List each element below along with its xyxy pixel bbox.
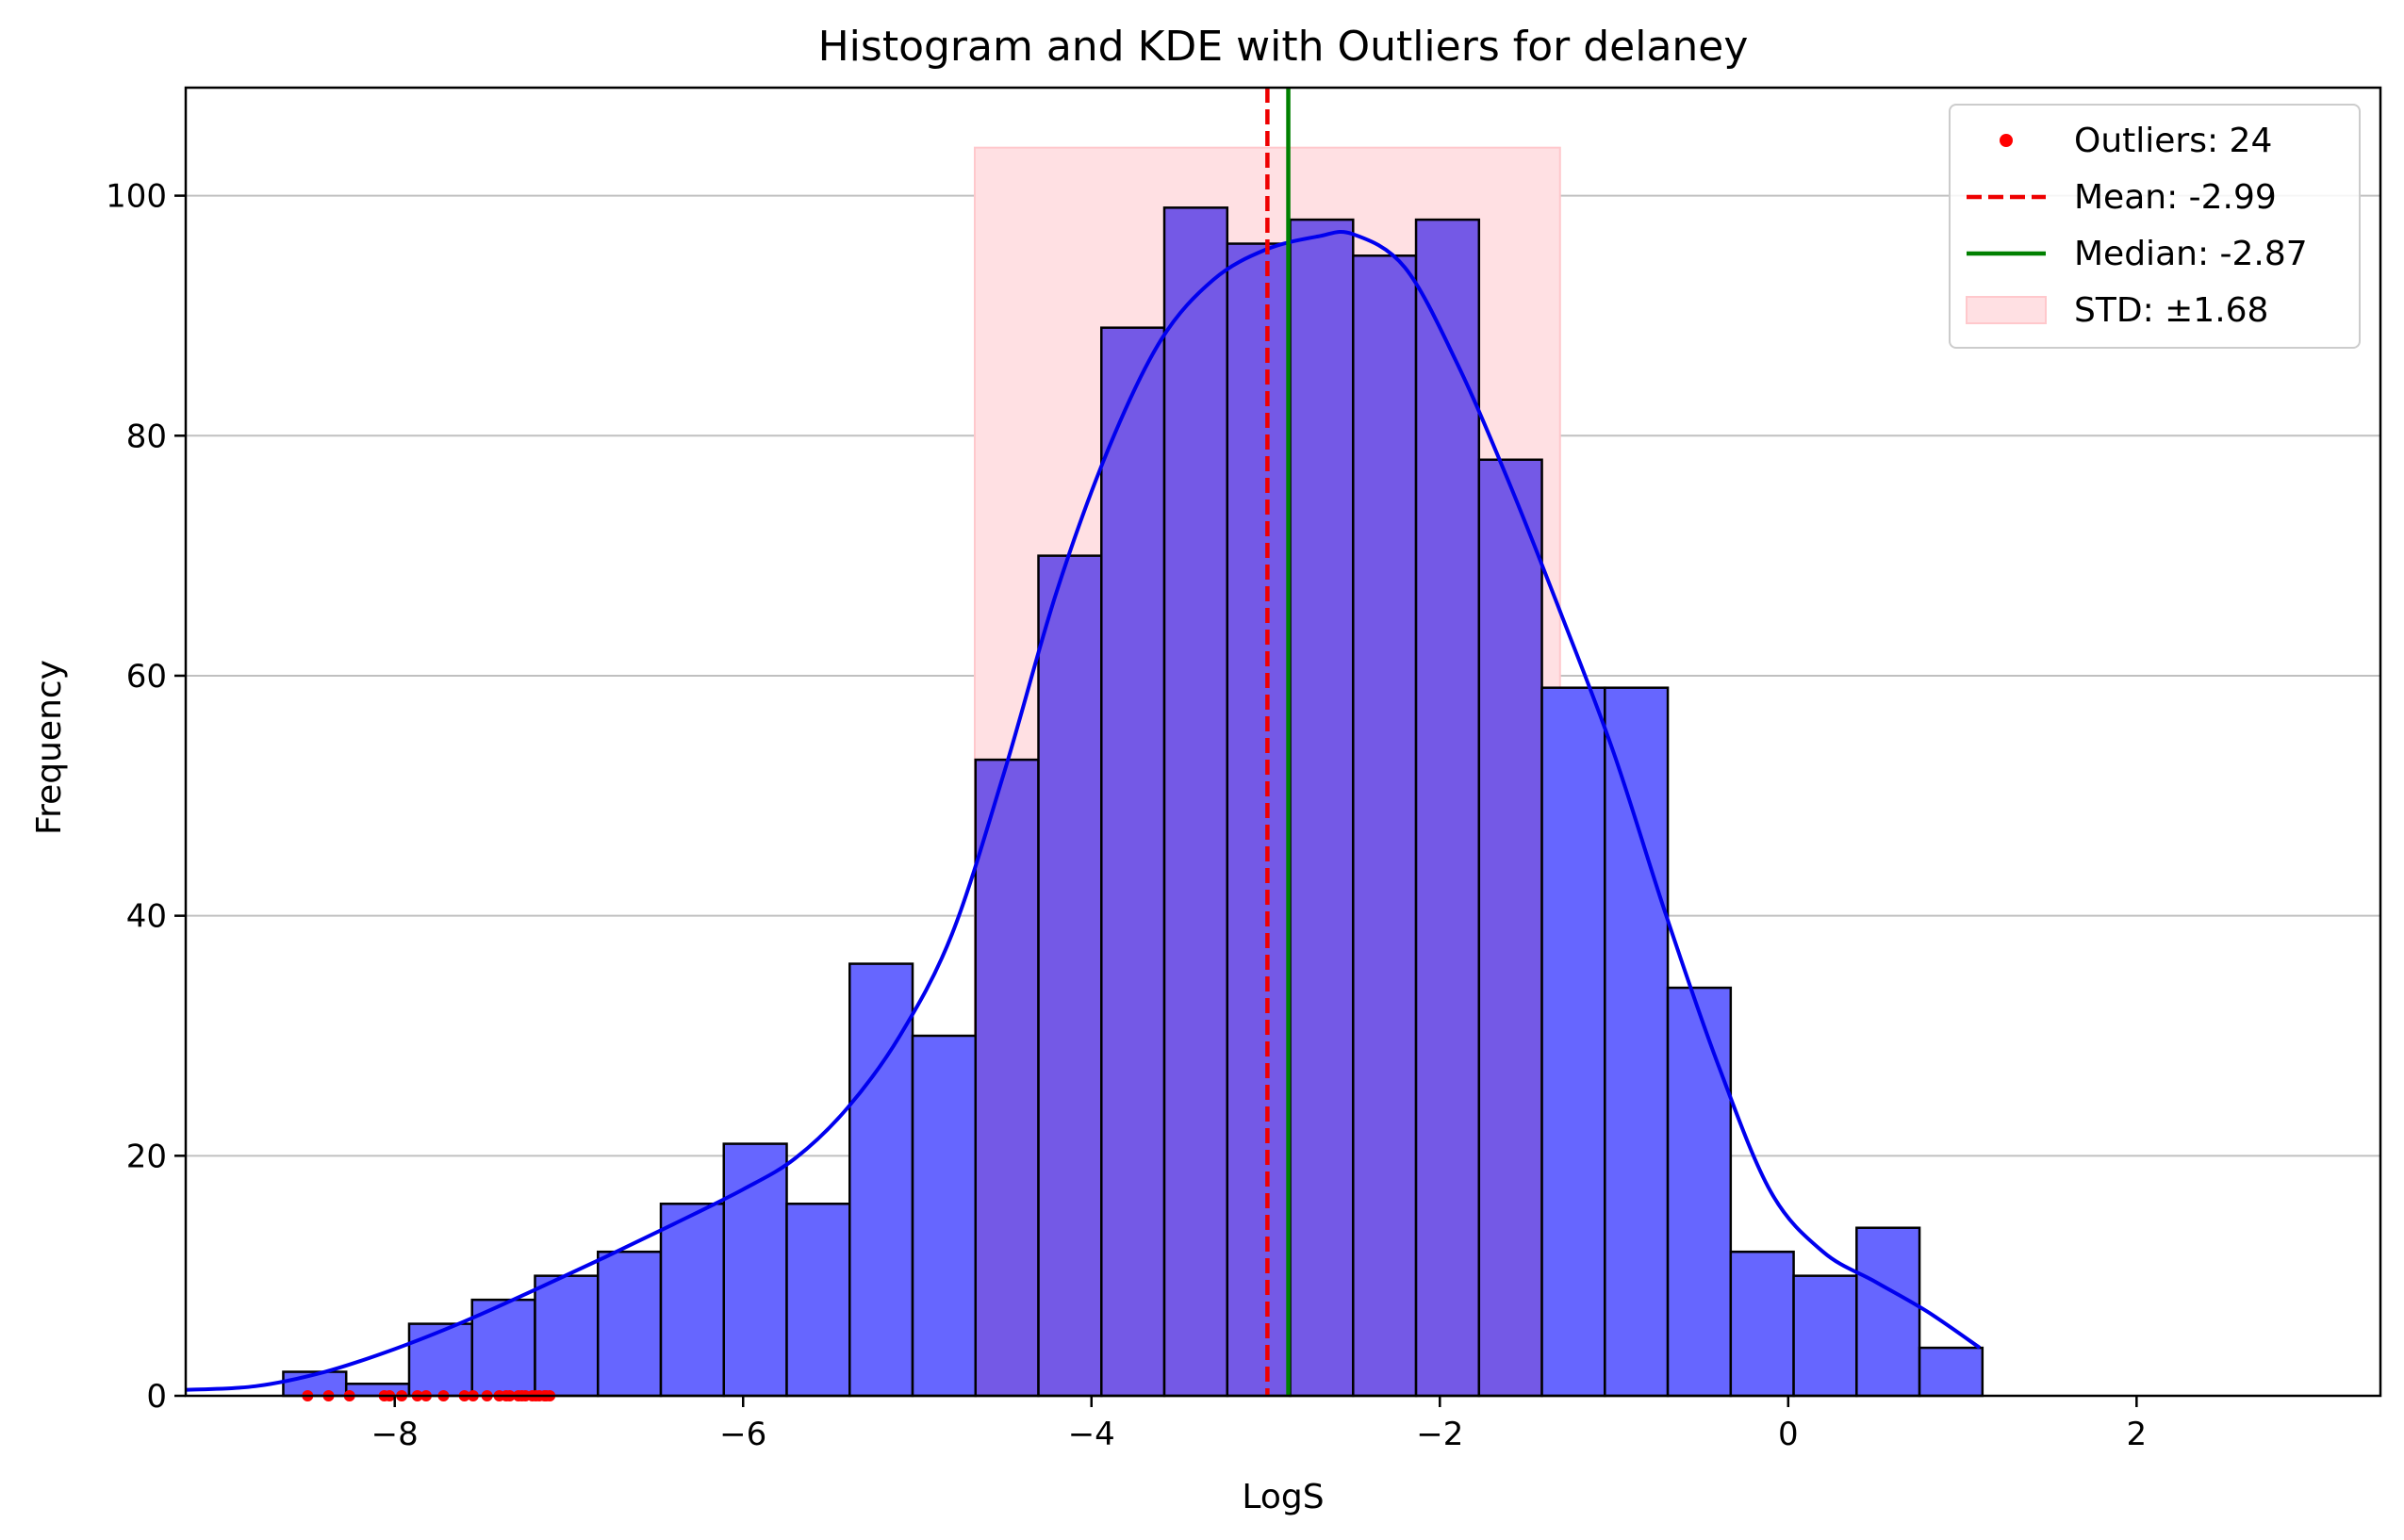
- histogram-bar: [1729, 1250, 1795, 1398]
- histogram-bar: [596, 1250, 663, 1398]
- histogram-bar: [848, 962, 914, 1398]
- histogram-bar: [407, 1322, 473, 1398]
- histogram-bar: [1100, 326, 1166, 1398]
- plot-frame: [184, 86, 2382, 1398]
- histogram-bar: [1540, 686, 1606, 1398]
- legend-label: Mean: -2.99: [2074, 178, 2277, 217]
- legend-box: [1949, 104, 2361, 349]
- histogram-bar: [1289, 218, 1355, 1398]
- histogram-bar: [911, 1034, 978, 1398]
- y-tick-label: 20: [126, 1138, 167, 1175]
- y-axis-ticks: 0 20 40 60 80 100: [106, 178, 186, 1416]
- x-tick-label: −4: [1068, 1416, 1115, 1453]
- histogram-bar: [1792, 1274, 1858, 1398]
- legend-label: Median: -2.87: [2074, 235, 2308, 273]
- reference-lines-layer: [1265, 88, 1291, 1396]
- legend-outlier-marker: [2000, 134, 2013, 147]
- legend: Outliers: 24 Mean: -2.99 Median: -2.87 STD:…: [1949, 104, 2361, 349]
- histogram-bar: [785, 1203, 851, 1398]
- histogram-bar: [470, 1298, 536, 1398]
- x-axis-ticks: −8 −6 −4 −2 0 2: [371, 1396, 2148, 1453]
- x-tick-label: 2: [2127, 1416, 2148, 1453]
- kde-layer: [185, 230, 1982, 1392]
- histogram-bar: [974, 758, 1040, 1398]
- chart-title: Histogram and KDE with Outliers for dela…: [818, 23, 1749, 71]
- histogram-bar: [1037, 554, 1103, 1398]
- histogram-bar: [1855, 1226, 1921, 1398]
- histogram-bar: [534, 1274, 600, 1398]
- x-tick-label: −6: [719, 1416, 766, 1453]
- histogram-bar: [1414, 218, 1481, 1398]
- histogram-bar: [659, 1203, 725, 1398]
- histogram-bar: [1477, 458, 1543, 1398]
- legend-std-marker: [1966, 296, 2047, 324]
- histogram-bar: [1666, 986, 1733, 1398]
- x-tick-label: −2: [1416, 1416, 1463, 1453]
- x-tick-label: −8: [371, 1416, 419, 1453]
- y-tick-label: 0: [146, 1378, 167, 1416]
- histogram-bar: [1604, 686, 1670, 1398]
- y-axis-label: Frequency: [30, 660, 69, 835]
- bars-layer: [282, 206, 1984, 1398]
- y-tick-label: 40: [126, 898, 167, 936]
- histogram-bar: [1162, 206, 1229, 1398]
- x-tick-label: 0: [1778, 1416, 1799, 1453]
- histogram-bar: [1918, 1346, 1984, 1398]
- legend-label: Outliers: 24: [2074, 122, 2272, 160]
- y-tick-label: 80: [126, 418, 167, 455]
- legend-label: STD: ±1.68: [2074, 291, 2268, 330]
- kde-curve: [185, 230, 1982, 1392]
- histogram-bar: [1226, 242, 1292, 1398]
- y-tick-label: 100: [106, 178, 167, 216]
- x-axis-label: LogS: [1242, 1478, 1324, 1516]
- histogram-bar: [1352, 254, 1418, 1398]
- y-tick-label: 60: [126, 658, 167, 696]
